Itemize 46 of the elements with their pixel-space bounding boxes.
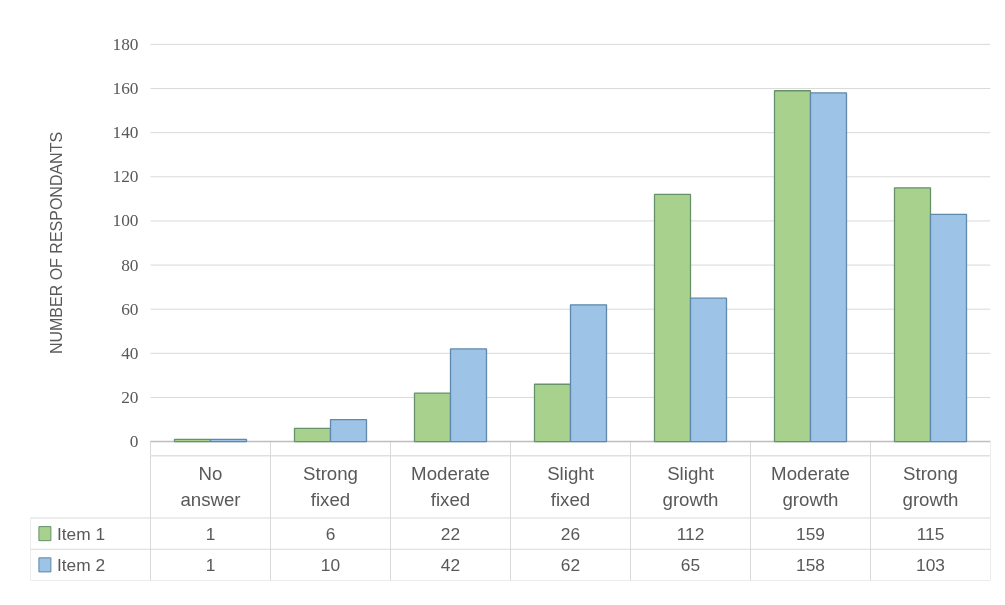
data-label: 1	[205, 554, 216, 575]
y-tick-label: 20	[121, 387, 139, 407]
data-label: 65	[680, 554, 701, 575]
bar	[809, 92, 848, 443]
data-label: 26	[560, 523, 581, 544]
x-tick-label: Strong growth	[902, 463, 959, 511]
bar	[689, 297, 728, 443]
bar	[569, 304, 608, 443]
bar	[653, 193, 692, 443]
data-label: 112	[676, 523, 705, 544]
data-label: 6	[325, 523, 336, 544]
data-label: 42	[440, 554, 461, 575]
y-tick-label: 60	[121, 299, 139, 319]
data-label: 159	[796, 523, 825, 544]
bar	[329, 418, 368, 443]
bar	[533, 383, 572, 443]
bar	[773, 90, 812, 443]
y-tick-label: 120	[112, 167, 139, 187]
data-label: 115	[916, 523, 945, 544]
x-tick-label: Strong fixed	[303, 463, 358, 511]
data-label: 10	[320, 554, 341, 575]
bar	[893, 187, 932, 443]
bar	[293, 427, 332, 443]
y-tick-label: 80	[121, 255, 139, 275]
data-label: 158	[796, 554, 825, 575]
x-tick-label: Moderate growth	[771, 463, 850, 511]
x-tick-label: Slight fixed	[547, 463, 595, 511]
y-tick-label: 160	[112, 79, 139, 99]
data-label: 1	[205, 523, 216, 544]
bar	[929, 213, 968, 443]
data-label: 103	[916, 554, 945, 575]
y-tick-label: 140	[112, 123, 139, 143]
legend-label: Item 1	[56, 523, 106, 544]
bar	[413, 392, 452, 443]
y-tick-label: 0	[129, 432, 139, 452]
data-label: 62	[560, 554, 581, 575]
y-tick-label: 180	[112, 34, 139, 54]
data-label: 22	[440, 523, 461, 544]
x-tick-label: Moderate fixed	[411, 463, 490, 511]
bar	[449, 348, 488, 443]
y-tick-label: 100	[112, 211, 139, 231]
legend-label: Item 2	[56, 554, 106, 575]
x-tick-label: No answer	[180, 463, 241, 511]
y-tick-label: 40	[121, 343, 139, 363]
x-tick-label: Slight growth	[662, 463, 719, 511]
y-axis-title: NUMBER OF RESPONDANTS	[48, 131, 66, 355]
